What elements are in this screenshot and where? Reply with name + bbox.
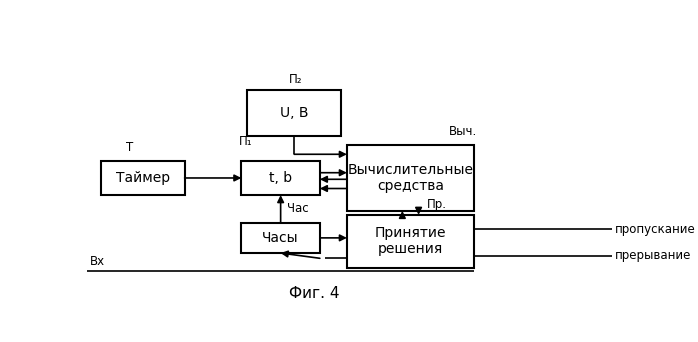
Bar — [347, 145, 474, 211]
Text: прерывание: прерывание — [615, 249, 691, 262]
Text: Принятие
решения: Принятие решения — [375, 226, 446, 256]
Text: пропускание: пропускание — [615, 223, 695, 236]
Text: U, B: U, B — [280, 106, 309, 120]
Bar — [347, 215, 474, 267]
Text: t, b: t, b — [269, 171, 292, 185]
Text: Часы: Часы — [262, 231, 299, 245]
Text: Таймер: Таймер — [116, 171, 170, 185]
Text: Час: Час — [287, 202, 309, 215]
Bar — [247, 90, 341, 136]
Text: П₂: П₂ — [289, 73, 302, 86]
Text: Фиг. 4: Фиг. 4 — [289, 286, 340, 301]
Text: Выч.: Выч. — [449, 126, 477, 139]
Text: Вычислительные
средства: Вычислительные средства — [348, 163, 473, 193]
Text: Пр.: Пр. — [426, 198, 447, 211]
Bar — [101, 161, 184, 195]
Text: П₁: П₁ — [239, 135, 253, 148]
Bar — [242, 161, 320, 195]
Bar — [242, 223, 320, 253]
Text: Т: Т — [126, 141, 133, 154]
Text: Вх: Вх — [90, 254, 105, 267]
